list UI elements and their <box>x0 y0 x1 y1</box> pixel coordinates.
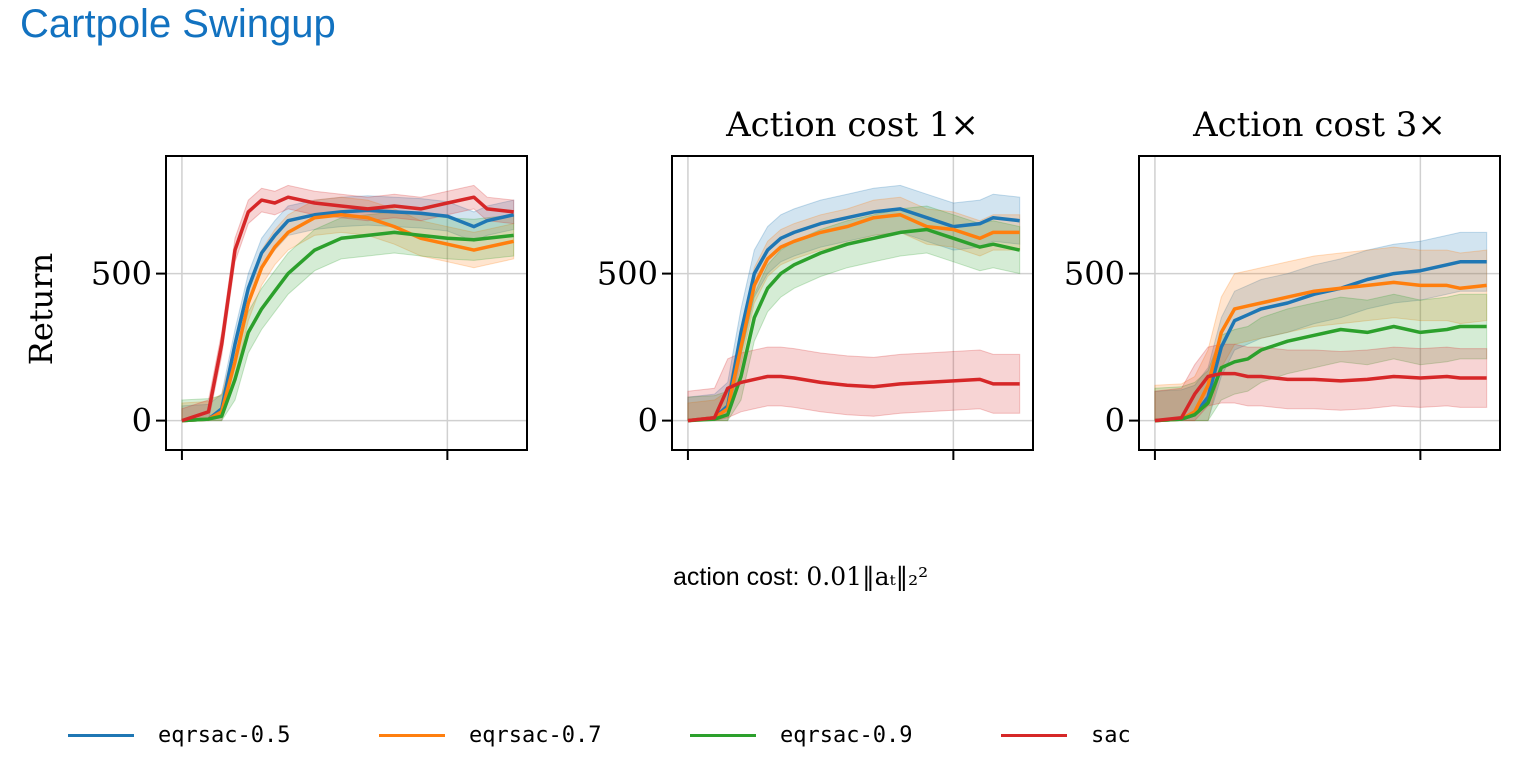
page-title: Cartpole Swingup <box>20 2 336 46</box>
legend-swatch <box>379 734 445 737</box>
y-tick-label: 500 <box>1064 255 1125 293</box>
legend-item: eqrsac-0.9 <box>690 723 1001 748</box>
chart-panel-2: 0 500 Action cost 1× <box>597 105 1034 460</box>
chart-title: Action cost 3× <box>1192 105 1446 145</box>
series-line-eqrsac-0.5 <box>1154 260 1487 423</box>
y-tick-label: 0 <box>1105 402 1125 440</box>
series-line-eqrsac-0.5 <box>687 207 1020 423</box>
series-band-sac <box>1154 343 1488 422</box>
series-band-sac <box>687 346 1021 422</box>
series-line-sac <box>687 374 1020 423</box>
chart-title: Action cost 1× <box>725 105 979 145</box>
plot-frame <box>1138 155 1501 451</box>
series-line-eqrsac-0.9 <box>1154 324 1487 423</box>
series-line-sac <box>181 195 514 423</box>
legend: eqrsac-0.5 eqrsac-0.7 eqrsac-0.9 sac <box>68 723 1312 748</box>
legend-item: eqrsac-0.5 <box>68 723 379 748</box>
legend-label: eqrsac-0.7 <box>469 723 602 748</box>
legend-label: eqrsac-0.9 <box>780 723 913 748</box>
series-band-eqrsac-0.7 <box>181 196 515 422</box>
legend-swatch <box>690 734 756 737</box>
legend-item: sac <box>1001 723 1312 748</box>
chart-panel-3: 0 500 Action cost 3× <box>1064 105 1501 460</box>
plot-frame <box>165 155 528 451</box>
series-line-eqrsac-0.7 <box>181 213 515 423</box>
y-tick-label: 0 <box>132 402 152 440</box>
series-band-eqrsac-0.9 <box>1154 293 1488 422</box>
series-line-eqrsac-0.7 <box>687 213 1020 423</box>
series-line-eqrsac-0.5 <box>181 208 515 423</box>
legend-swatch <box>68 734 134 737</box>
legend-item: eqrsac-0.7 <box>379 723 690 748</box>
series-band-eqrsac-0.5 <box>1154 231 1488 422</box>
series-line-eqrsac-0.9 <box>181 230 514 423</box>
plot-frame <box>671 155 1034 451</box>
caption-prefix: action cost: <box>673 563 807 591</box>
chart-panel-1: 0 500 Return <box>22 155 528 460</box>
series-band-eqrsac-0.5 <box>687 184 1021 422</box>
action-cost-caption: action cost: 0.01‖aₜ‖₂² <box>673 562 928 592</box>
series-band-eqrsac-0.7 <box>1154 246 1488 422</box>
y-tick-label: 500 <box>597 255 658 293</box>
series-line-eqrsac-0.9 <box>687 227 1021 423</box>
y-tick-label: 0 <box>638 402 658 440</box>
series-line-eqrsac-0.7 <box>1154 280 1487 423</box>
caption-formula: 0.01‖aₜ‖₂² <box>806 562 929 591</box>
legend-label: eqrsac-0.5 <box>158 723 291 748</box>
y-tick-label: 500 <box>91 255 152 293</box>
series-band-eqrsac-0.9 <box>181 211 515 422</box>
legend-label: sac <box>1091 723 1131 748</box>
y-axis-label: Return <box>22 253 60 365</box>
series-band-sac <box>181 184 515 422</box>
series-line-sac <box>1154 371 1487 423</box>
legend-swatch <box>1001 734 1067 737</box>
